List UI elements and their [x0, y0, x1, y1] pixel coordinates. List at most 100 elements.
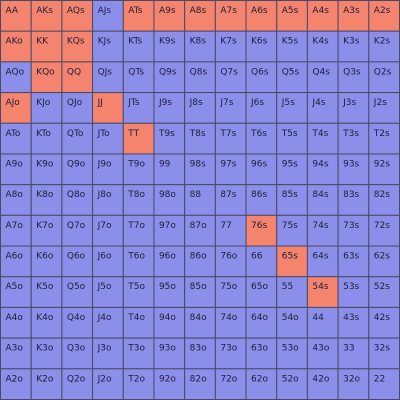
- hand-cell: [92, 245, 124, 278]
- hand-label: AKo: [6, 37, 24, 47]
- hand-label: K9s: [159, 37, 176, 47]
- hand-label: 42o: [312, 374, 329, 384]
- hand-label: K4o: [36, 313, 54, 323]
- hand-label: K8o: [36, 190, 54, 200]
- hand-label: A4o: [6, 313, 24, 323]
- hand-label: A3o: [6, 344, 24, 354]
- hand-label: J9s: [158, 98, 172, 108]
- hand-label: 88: [190, 190, 202, 200]
- hand-label: 83s: [343, 190, 359, 200]
- hand-label: 64s: [312, 252, 328, 262]
- hand-label: 42s: [374, 313, 390, 323]
- hand-label: 92s: [374, 159, 390, 169]
- hand-label: 54o: [282, 313, 299, 323]
- hand-cell: [153, 337, 186, 370]
- hand-label: 33: [343, 344, 354, 354]
- hand-cell: [337, 306, 370, 339]
- hand-label: A8o: [6, 190, 24, 200]
- hand-label: Q6o: [67, 252, 86, 262]
- hand-label: A4s: [312, 6, 329, 16]
- hand-label: 86s: [251, 190, 267, 200]
- hand-label: A2s: [374, 6, 391, 16]
- hand-label: JTo: [97, 129, 111, 139]
- hand-label: J2o: [97, 374, 112, 384]
- hand-label: K7s: [220, 37, 237, 47]
- hand-label: J9o: [97, 159, 112, 169]
- hand-cell: [276, 368, 308, 400]
- hand-label: 43o: [312, 344, 329, 354]
- hand-label: T4o: [127, 313, 145, 323]
- hand-cell: [61, 92, 94, 124]
- hand-label: 74o: [220, 313, 237, 323]
- hand-cell: [306, 153, 339, 186]
- hand-label: Q9o: [67, 159, 86, 169]
- hand-label: 82s: [374, 190, 390, 200]
- hand-label: Q7o: [67, 221, 86, 231]
- hand-label: K5s: [282, 37, 299, 47]
- hand-label: 85o: [190, 282, 207, 292]
- hand-cell: [276, 92, 308, 124]
- hand-label: 96s: [251, 159, 267, 169]
- hand-label: A6o: [6, 252, 24, 262]
- hand-cell: [0, 0, 32, 32]
- hand-label: KJs: [98, 37, 112, 47]
- hand-label: Q9s: [159, 67, 177, 77]
- hand-label: A3s: [343, 6, 360, 16]
- hand-cell: [368, 306, 400, 339]
- hand-cell: [153, 92, 186, 124]
- hand-cell: [61, 61, 94, 94]
- hand-cell: [337, 337, 370, 370]
- hand-label: T7s: [219, 129, 236, 139]
- hand-label: KQo: [36, 67, 55, 77]
- hand-label: QJo: [67, 98, 83, 108]
- hand-label: Q7s: [220, 67, 238, 77]
- hand-label: J6s: [250, 98, 264, 108]
- hand-cell: [92, 30, 124, 63]
- hand-label: A6s: [251, 6, 268, 16]
- hand-cell: [30, 153, 63, 186]
- hand-label: AKs: [36, 6, 53, 16]
- hand-label: JTs: [127, 98, 140, 108]
- hand-cell: [184, 214, 216, 247]
- hand-label: QJs: [98, 67, 113, 77]
- hand-label: 43s: [343, 313, 359, 323]
- hand-cell: [153, 30, 186, 63]
- hand-label: ATo: [6, 129, 21, 139]
- hand-cell: [337, 214, 370, 247]
- hand-cell: [92, 122, 124, 155]
- hand-label: T4s: [311, 129, 328, 139]
- hand-cell: [153, 245, 186, 278]
- hand-label: K3s: [343, 37, 360, 47]
- hand-label: AQs: [67, 6, 85, 16]
- hand-label: 95s: [282, 159, 298, 169]
- hand-label: KJo: [36, 98, 51, 108]
- hand-cell: [184, 153, 216, 186]
- hand-cell: [245, 153, 278, 186]
- hand-cell: [92, 184, 124, 216]
- hand-cell: [245, 122, 278, 155]
- hand-cell: [306, 276, 339, 308]
- hand-label: 98o: [159, 190, 176, 200]
- hand-cell: [214, 0, 247, 32]
- hand-label: K4s: [312, 37, 329, 47]
- hand-cell: [92, 306, 124, 339]
- hand-cell: [337, 245, 370, 278]
- hand-cell: [306, 61, 339, 94]
- hand-label: A9o: [6, 159, 24, 169]
- hand-cell: [337, 368, 370, 400]
- hand-cell: [214, 30, 247, 63]
- hand-cell: [122, 61, 155, 94]
- hand-label: A2o: [6, 374, 24, 384]
- hand-label: 76s: [251, 221, 267, 231]
- hand-cell: [184, 122, 216, 155]
- hand-label: 87o: [190, 221, 207, 231]
- hand-label: T5s: [281, 129, 298, 139]
- hand-label: QTo: [67, 129, 84, 139]
- hand-label: J8o: [97, 190, 112, 200]
- hand-cell: [368, 184, 400, 216]
- hand-label: 65o: [251, 282, 268, 292]
- hand-label: 53s: [343, 282, 359, 292]
- hand-label: Q5s: [282, 67, 300, 77]
- hand-label: J4o: [97, 313, 112, 323]
